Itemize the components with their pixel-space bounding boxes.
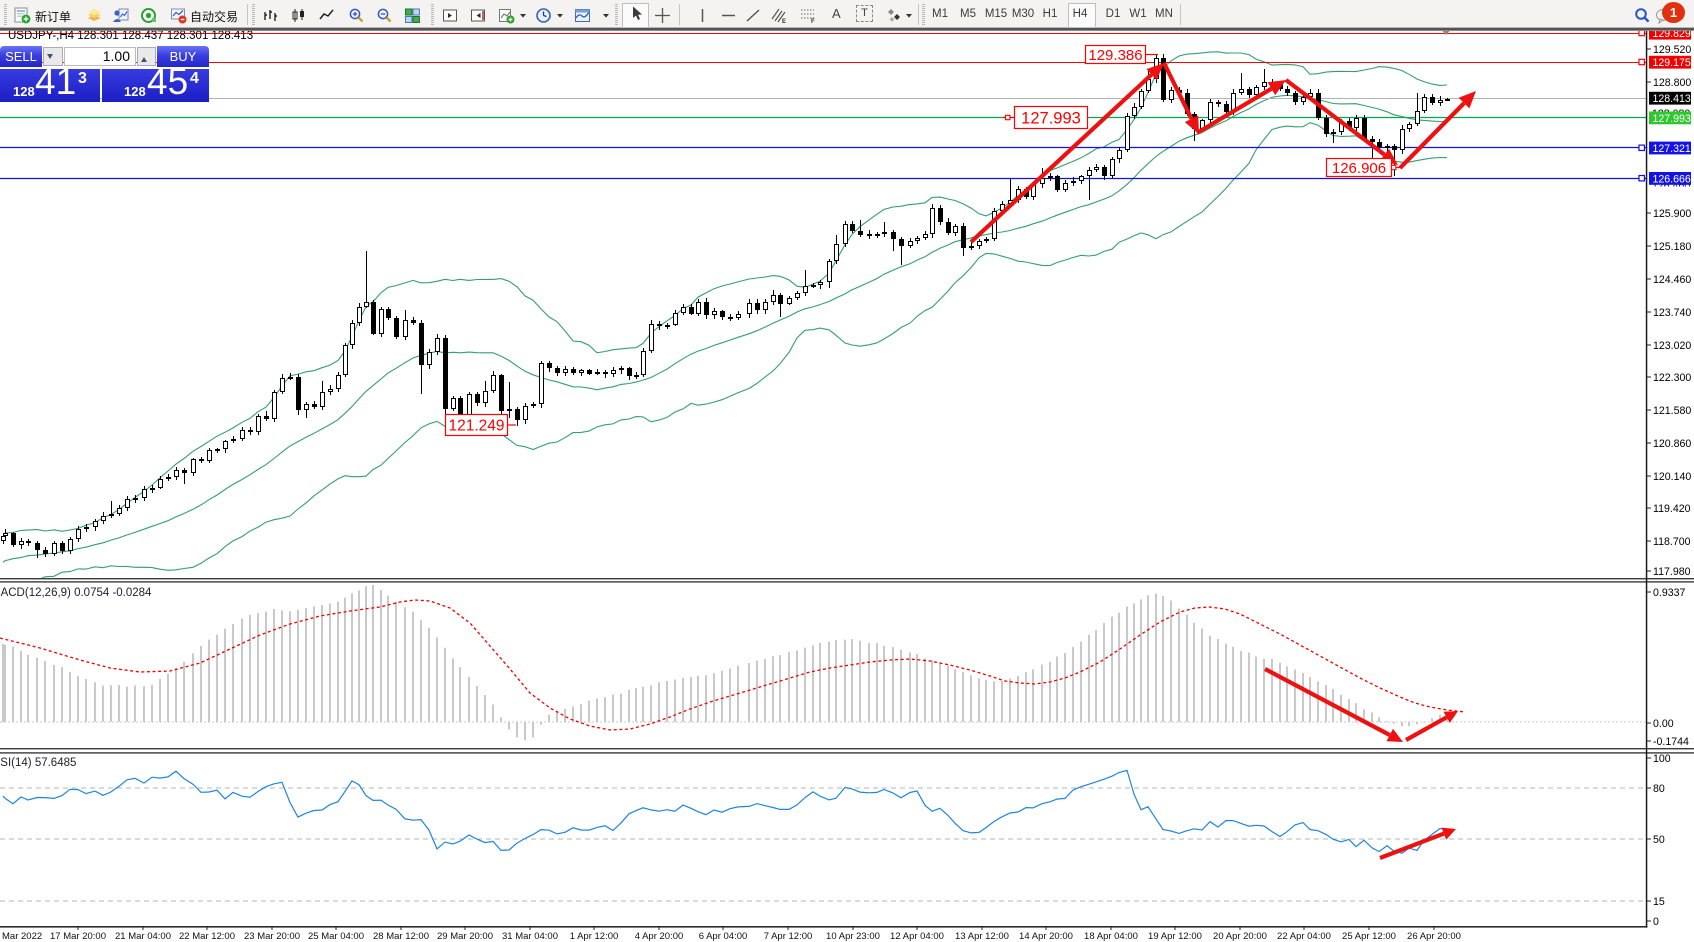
svg-text:RSI(14) 57.6485: RSI(14) 57.6485 xyxy=(0,757,76,769)
svg-text:120.140: 120.140 xyxy=(1653,471,1691,483)
svg-text:128.413: 128.413 xyxy=(1653,93,1691,105)
svg-text:6 Apr 04:00: 6 Apr 04:00 xyxy=(699,931,748,942)
svg-text:80: 80 xyxy=(1653,783,1665,795)
svg-text:121.249: 121.249 xyxy=(448,418,504,435)
svg-text:1 Apr 12:00: 1 Apr 12:00 xyxy=(570,931,619,942)
svg-text:127.993: 127.993 xyxy=(1021,109,1081,127)
svg-text:23 Mar 20:00: 23 Mar 20:00 xyxy=(244,931,300,942)
svg-text:14 Apr 20:00: 14 Apr 20:00 xyxy=(1019,931,1073,942)
svg-text:22 Mar 12:00: 22 Mar 12:00 xyxy=(179,931,235,942)
svg-text:USDJPY-,H4 128.301 128.437 12: USDJPY-,H4 128.301 128.437 128.301 128.4… xyxy=(8,30,253,42)
svg-text:0: 0 xyxy=(1653,916,1659,928)
svg-text:15: 15 xyxy=(1653,896,1665,908)
svg-text:0.9337: 0.9337 xyxy=(1653,587,1686,599)
svg-text:124.460: 124.460 xyxy=(1653,274,1691,286)
svg-text:0.00: 0.00 xyxy=(1653,718,1674,730)
svg-text:127.993: 127.993 xyxy=(1653,113,1691,125)
svg-text:128.080: 128.080 xyxy=(1652,108,1690,120)
svg-text:25 Apr 12:00: 25 Apr 12:00 xyxy=(1342,931,1396,942)
svg-text:118.700: 118.700 xyxy=(1653,536,1691,548)
svg-text:125.900: 125.900 xyxy=(1653,208,1691,220)
svg-text:123.740: 123.740 xyxy=(1653,307,1691,319)
svg-text:12 Apr 04:00: 12 Apr 04:00 xyxy=(890,931,944,942)
svg-text:128.800: 128.800 xyxy=(1653,77,1691,89)
svg-text:-0.1744: -0.1744 xyxy=(1653,736,1689,748)
svg-text:117.980: 117.980 xyxy=(1653,566,1691,578)
svg-text:18 Apr 04:00: 18 Apr 04:00 xyxy=(1084,931,1138,942)
svg-text:21 Mar 04:00: 21 Mar 04:00 xyxy=(115,931,171,942)
svg-text:Mar 2022: Mar 2022 xyxy=(2,931,42,942)
svg-text:100: 100 xyxy=(1653,753,1671,765)
svg-text:MACD(12,26,9) 0.0754 -0.0284: MACD(12,26,9) 0.0754 -0.0284 xyxy=(0,587,152,599)
svg-text:129.175: 129.175 xyxy=(1653,57,1691,69)
svg-text:25 Mar 04:00: 25 Mar 04:00 xyxy=(308,931,364,942)
svg-text:29 Mar 20:00: 29 Mar 20:00 xyxy=(437,931,493,942)
svg-text:126.666: 126.666 xyxy=(1653,173,1691,185)
svg-text:126.906: 126.906 xyxy=(1332,160,1386,177)
svg-text:120.860: 120.860 xyxy=(1653,438,1691,450)
svg-text:28 Mar 12:00: 28 Mar 12:00 xyxy=(373,931,429,942)
svg-text:20 Apr 20:00: 20 Apr 20:00 xyxy=(1213,931,1267,942)
svg-text:31 Mar 04:00: 31 Mar 04:00 xyxy=(502,931,558,942)
svg-text:123.020: 123.020 xyxy=(1653,340,1691,352)
svg-text:122.300: 122.300 xyxy=(1653,372,1691,384)
svg-text:125.180: 125.180 xyxy=(1653,241,1691,253)
svg-text:4 Apr 20:00: 4 Apr 20:00 xyxy=(635,931,684,942)
svg-text:121.580: 121.580 xyxy=(1653,405,1691,417)
svg-text:129.829: 129.829 xyxy=(1653,28,1691,40)
svg-text:50: 50 xyxy=(1653,834,1665,846)
svg-text:22 Apr 04:00: 22 Apr 04:00 xyxy=(1277,931,1331,942)
svg-text:F: F xyxy=(811,19,815,24)
svg-text:119.420: 119.420 xyxy=(1653,503,1691,515)
svg-text:26 Apr 20:00: 26 Apr 20:00 xyxy=(1407,931,1461,942)
svg-text:13 Apr 12:00: 13 Apr 12:00 xyxy=(955,931,1009,942)
svg-text:7 Apr 12:00: 7 Apr 12:00 xyxy=(764,931,813,942)
svg-text:129.386: 129.386 xyxy=(1088,47,1142,64)
svg-text:19 Apr 12:00: 19 Apr 12:00 xyxy=(1148,931,1202,942)
svg-text:17 Mar 20:00: 17 Mar 20:00 xyxy=(50,931,106,942)
svg-text:127.321: 127.321 xyxy=(1653,143,1691,155)
svg-text:129.520: 129.520 xyxy=(1653,44,1691,56)
svg-text:10 Apr 23:00: 10 Apr 23:00 xyxy=(826,931,880,942)
svg-text:E: E xyxy=(782,19,786,24)
